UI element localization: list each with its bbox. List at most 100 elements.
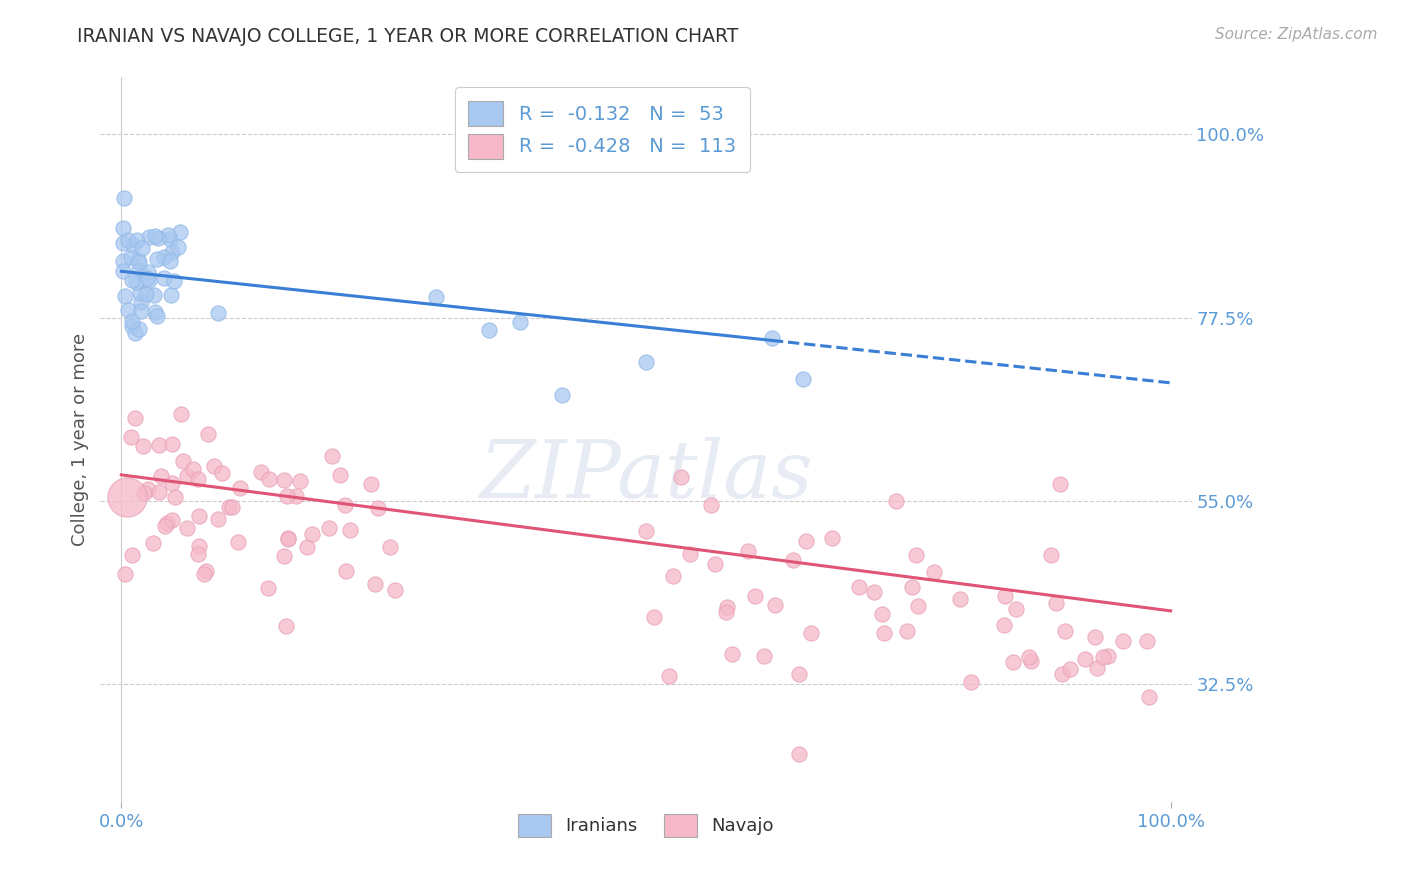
Point xyxy=(124,411,146,425)
Point xyxy=(792,372,814,386)
Point xyxy=(207,512,229,526)
Point xyxy=(1019,654,1042,668)
Point xyxy=(276,619,298,633)
Point xyxy=(124,275,146,289)
Point xyxy=(329,467,352,482)
Point xyxy=(218,500,240,514)
Point xyxy=(183,462,205,476)
Point xyxy=(121,319,143,334)
Text: IRANIAN VS NAVAJO COLLEGE, 1 YEAR OR MORE CORRELATION CHART: IRANIAN VS NAVAJO COLLEGE, 1 YEAR OR MOR… xyxy=(77,27,738,45)
Point xyxy=(284,489,307,503)
Point xyxy=(145,309,167,323)
Point xyxy=(120,250,142,264)
Point xyxy=(1084,630,1107,644)
Point xyxy=(142,535,165,549)
Point xyxy=(187,472,209,486)
Point xyxy=(128,262,150,277)
Point xyxy=(636,524,658,539)
Point xyxy=(163,274,186,288)
Point xyxy=(800,625,823,640)
Point xyxy=(132,486,155,500)
Point xyxy=(229,481,252,495)
Point xyxy=(364,577,387,591)
Point xyxy=(197,426,219,441)
Point xyxy=(127,253,149,268)
Point xyxy=(121,548,143,562)
Point xyxy=(1136,633,1159,648)
Point xyxy=(367,500,389,515)
Point xyxy=(176,468,198,483)
Point xyxy=(170,407,193,421)
Point xyxy=(160,476,183,491)
Point xyxy=(1085,661,1108,675)
Point xyxy=(211,466,233,480)
Point xyxy=(318,521,340,535)
Point xyxy=(159,253,181,268)
Point xyxy=(335,564,357,578)
Point xyxy=(112,254,135,268)
Point xyxy=(737,544,759,558)
Point xyxy=(156,516,179,530)
Point xyxy=(1112,634,1135,648)
Point xyxy=(661,568,683,582)
Point xyxy=(863,584,886,599)
Point xyxy=(131,241,153,255)
Point xyxy=(121,314,143,328)
Point xyxy=(949,591,972,606)
Point xyxy=(1097,649,1119,664)
Point xyxy=(704,557,727,571)
Legend: Iranians, Navajo: Iranians, Navajo xyxy=(510,806,782,844)
Point xyxy=(207,306,229,320)
Point xyxy=(870,607,893,622)
Point xyxy=(1001,656,1024,670)
Point xyxy=(166,240,188,254)
Point xyxy=(250,465,273,479)
Point xyxy=(148,438,170,452)
Point xyxy=(153,250,176,264)
Point xyxy=(114,566,136,581)
Point xyxy=(128,255,150,269)
Point xyxy=(136,482,159,496)
Point xyxy=(900,581,922,595)
Point xyxy=(716,599,738,614)
Point xyxy=(121,273,143,287)
Point xyxy=(360,476,382,491)
Point xyxy=(884,494,907,508)
Point xyxy=(1050,667,1073,681)
Point xyxy=(112,236,135,251)
Point xyxy=(1137,690,1160,704)
Point xyxy=(1059,662,1081,676)
Point xyxy=(136,270,159,285)
Point xyxy=(301,527,323,541)
Point xyxy=(135,287,157,301)
Point xyxy=(794,534,817,549)
Point xyxy=(120,430,142,444)
Point xyxy=(115,490,138,504)
Point xyxy=(146,231,169,245)
Point xyxy=(193,567,215,582)
Point xyxy=(160,288,183,302)
Point xyxy=(160,437,183,451)
Point xyxy=(721,647,744,661)
Point xyxy=(128,286,150,301)
Point xyxy=(157,227,180,242)
Point xyxy=(187,547,209,561)
Point xyxy=(339,523,361,537)
Point xyxy=(905,548,928,562)
Point xyxy=(700,498,723,512)
Point xyxy=(128,322,150,336)
Point xyxy=(787,747,810,761)
Point xyxy=(129,294,152,309)
Point xyxy=(112,191,135,205)
Point xyxy=(378,540,401,554)
Point xyxy=(176,520,198,534)
Point xyxy=(295,540,318,554)
Point xyxy=(127,233,149,247)
Point xyxy=(993,618,1015,632)
Point xyxy=(162,245,184,260)
Point xyxy=(273,549,295,563)
Point xyxy=(509,315,531,329)
Point xyxy=(643,610,665,624)
Point xyxy=(195,564,218,578)
Point xyxy=(763,598,786,612)
